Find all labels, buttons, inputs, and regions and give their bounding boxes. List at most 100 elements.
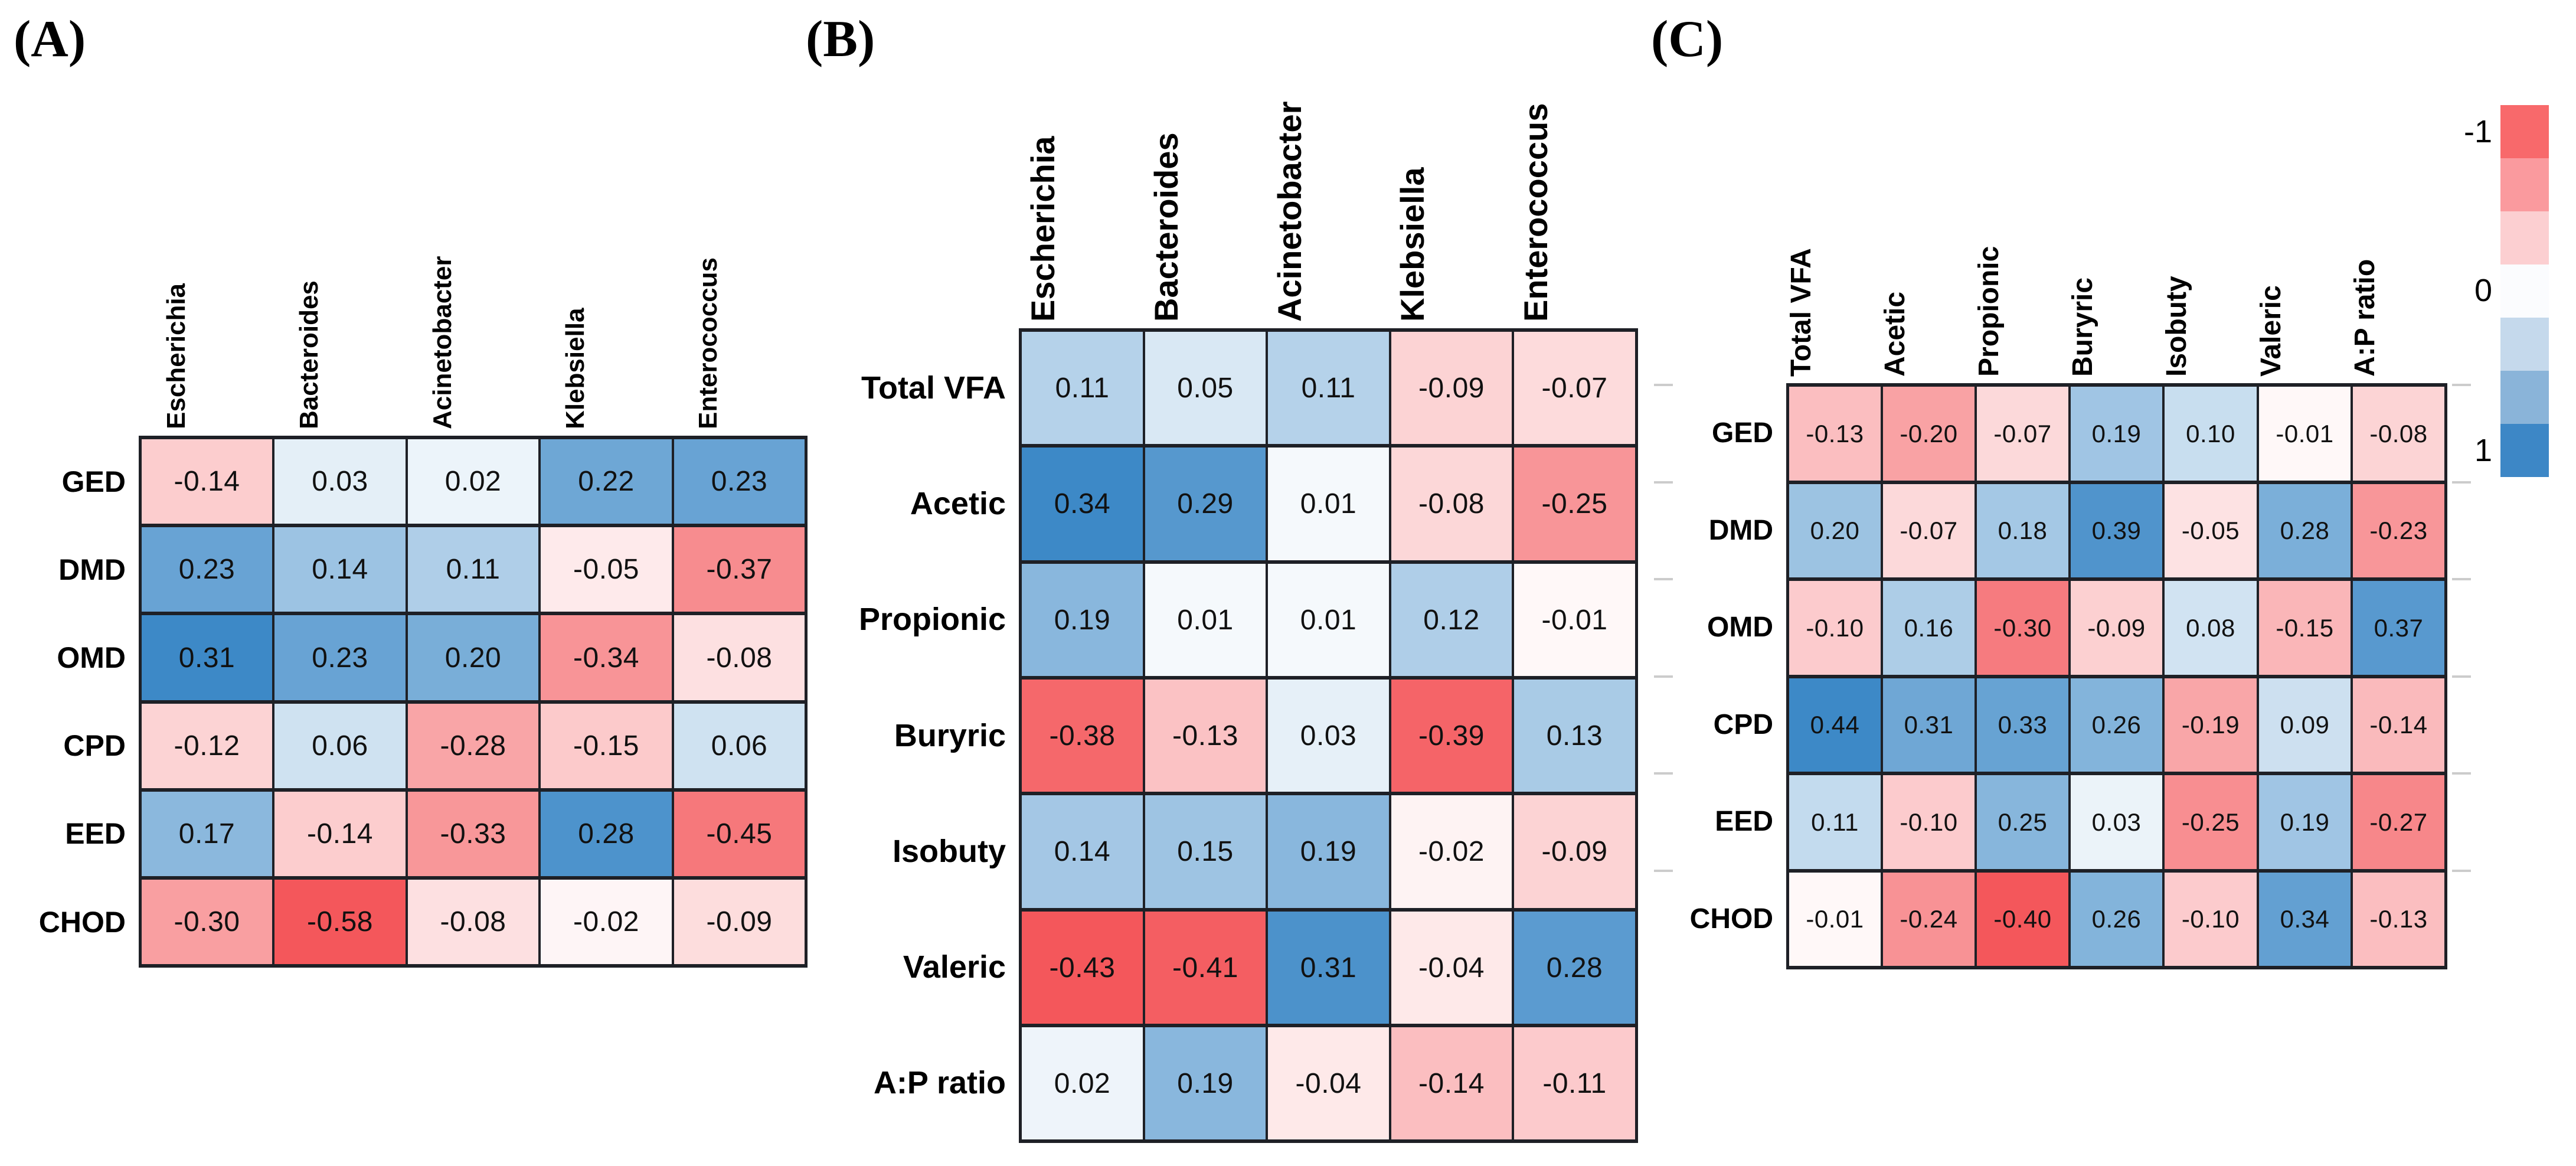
- heatmap-cell: -0.37: [673, 525, 806, 613]
- heatmap-cell: -0.09: [1513, 793, 1636, 910]
- heatmap-cell: 0.19: [2258, 773, 2352, 871]
- heatmap-cell: -0.02: [1390, 793, 1513, 910]
- row-label: Total VFA: [861, 370, 1006, 406]
- axis-tick-mark: [1654, 481, 1673, 484]
- heatmap-cell: 0.22: [540, 437, 673, 525]
- heatmap-cell: 0.29: [1144, 446, 1267, 562]
- legend-color-block: [2500, 424, 2549, 477]
- row-label: EED: [1715, 806, 1773, 837]
- heatmap-cell: 0.31: [140, 613, 273, 702]
- row-label: CPD: [1713, 709, 1773, 740]
- heatmap-cell: 0.16: [1882, 579, 1976, 677]
- heatmap-cell: -0.40: [1976, 871, 2070, 968]
- row-label: DMD: [1708, 515, 1773, 546]
- heatmap-cell: -0.41: [1144, 910, 1267, 1025]
- heatmap-cell: -0.04: [1267, 1025, 1390, 1141]
- row-label: DMD: [58, 553, 126, 586]
- heatmap-cell: 0.23: [140, 525, 273, 613]
- axis-tick-mark: [2452, 772, 2471, 775]
- panel-label-b: (B): [806, 11, 875, 68]
- heatmap-cell: 0.31: [1267, 910, 1390, 1025]
- row-label: Buryric: [894, 718, 1006, 753]
- heatmap-cell: -0.02: [540, 878, 673, 966]
- heatmap-cell: 0.20: [1788, 482, 1882, 579]
- heatmap-cell: 0.12: [1390, 562, 1513, 678]
- heatmap-grid: 0.11 0.05 0.11 -0.09 -0.07 0.34 0.29 0.01 -0.08-…: [1019, 328, 1638, 1143]
- heatmap-cell: -0.05: [2163, 482, 2258, 579]
- heatmap-grid: -0.14 0.03 0.02 0.22 0.23 0.23 0.14 0.11 -0.05 -0…: [139, 436, 808, 968]
- heatmap-cell: 0.14: [273, 525, 407, 613]
- heatmap-cell: -0.15: [2258, 579, 2352, 677]
- heatmap-cell: -0.09: [1390, 330, 1513, 446]
- legend-color-block: [2500, 158, 2549, 211]
- heatmap-cell: -0.28: [407, 702, 540, 790]
- heatmap-cell: -0.30: [1976, 579, 2070, 677]
- heatmap-cell: -0.20: [1882, 385, 1976, 482]
- axis-tick-mark: [2452, 870, 2471, 872]
- heatmap-cell: -0.13: [1788, 385, 1882, 482]
- heatmap-cell: 0.03: [2070, 773, 2163, 871]
- heatmap-cell: 0.01: [1267, 446, 1390, 562]
- heatmap-cell: 0.33: [1976, 677, 2070, 773]
- row-label: GED: [61, 465, 126, 498]
- heatmap-cell: -0.25: [2163, 773, 2258, 871]
- heatmap-cell: 0.03: [273, 437, 407, 525]
- heatmap-cell: 0.23: [273, 613, 407, 702]
- heatmap-cell: -0.08: [407, 878, 540, 966]
- legend-tick-label-neg1: -1: [2463, 114, 2492, 149]
- heatmap-cell: 0.37: [2352, 579, 2446, 677]
- heatmap-cell: 0.28: [540, 790, 673, 878]
- heatmap-cell: -0.25: [1513, 446, 1636, 562]
- axis-tick-mark: [2452, 675, 2471, 678]
- heatmap-cell: 0.06: [273, 702, 407, 790]
- heatmap-cell: -0.04: [1390, 910, 1513, 1025]
- heatmap-cell: -0.07: [1513, 330, 1636, 446]
- heatmap-cell: -0.10: [2163, 871, 2258, 968]
- heatmap-cell: 0.15: [1144, 793, 1267, 910]
- heatmap-cell: -0.12: [140, 702, 273, 790]
- legend-color-block: [2500, 371, 2549, 424]
- heatmap-cell: -0.43: [1021, 910, 1144, 1025]
- axis-tick-mark: [2452, 384, 2471, 386]
- heatmap-cell: -0.08: [673, 613, 806, 702]
- heatmap-cell: 0.03: [1267, 678, 1390, 793]
- heatmap-cell: 0.02: [407, 437, 540, 525]
- heatmap-cell: 0.20: [407, 613, 540, 702]
- heatmap-cell: 0.17: [140, 790, 273, 878]
- heatmap-cell: -0.01: [2258, 385, 2352, 482]
- heatmap-cell: 0.14: [1021, 793, 1144, 910]
- heatmap-cell: 0.05: [1144, 330, 1267, 446]
- heatmap-cell: 0.11: [407, 525, 540, 613]
- heatmap-cell: 0.25: [1976, 773, 2070, 871]
- heatmap-cell: 0.19: [2070, 385, 2163, 482]
- panel-label-a: (A): [14, 11, 86, 68]
- heatmap-cell: 0.06: [673, 702, 806, 790]
- axis-tick-mark: [2452, 578, 2471, 580]
- heatmap-cell: 0.09: [2258, 677, 2352, 773]
- heatmap-cell: 0.11: [1021, 330, 1144, 446]
- legend-tick-label-pos1: 1: [2474, 433, 2492, 468]
- heatmap-cell: -0.14: [273, 790, 407, 878]
- heatmap-cell: -0.27: [2352, 773, 2446, 871]
- legend-color-block: [2500, 211, 2549, 264]
- heatmap-cell: -0.15: [540, 702, 673, 790]
- axis-tick-mark: [2452, 481, 2471, 484]
- heatmap-grid: -0.13 -0.20 -0.07 0.19 0.10 -0.01 -0.08 0.20 -0.…: [1786, 383, 2447, 969]
- heatmap-cell: 0.01: [1267, 562, 1390, 678]
- heatmap-cell: 0.23: [673, 437, 806, 525]
- row-label: CHOD: [38, 906, 126, 939]
- heatmap-cell: 0.39: [2070, 482, 2163, 579]
- row-label: Propionic: [858, 602, 1006, 637]
- heatmap-cell: 0.19: [1021, 562, 1144, 678]
- legend-tick-label-zero: 0: [2474, 273, 2492, 308]
- panel-label-c: (C): [1651, 11, 1724, 68]
- axis-tick-mark: [1654, 384, 1673, 386]
- legend-color-block: [2500, 105, 2549, 158]
- heatmap-cell: 0.18: [1976, 482, 2070, 579]
- heatmap-cell: -0.01: [1513, 562, 1636, 678]
- row-label: A:P ratio: [873, 1065, 1006, 1100]
- axis-tick-mark: [1654, 772, 1673, 775]
- heatmap-cell: -0.23: [2352, 482, 2446, 579]
